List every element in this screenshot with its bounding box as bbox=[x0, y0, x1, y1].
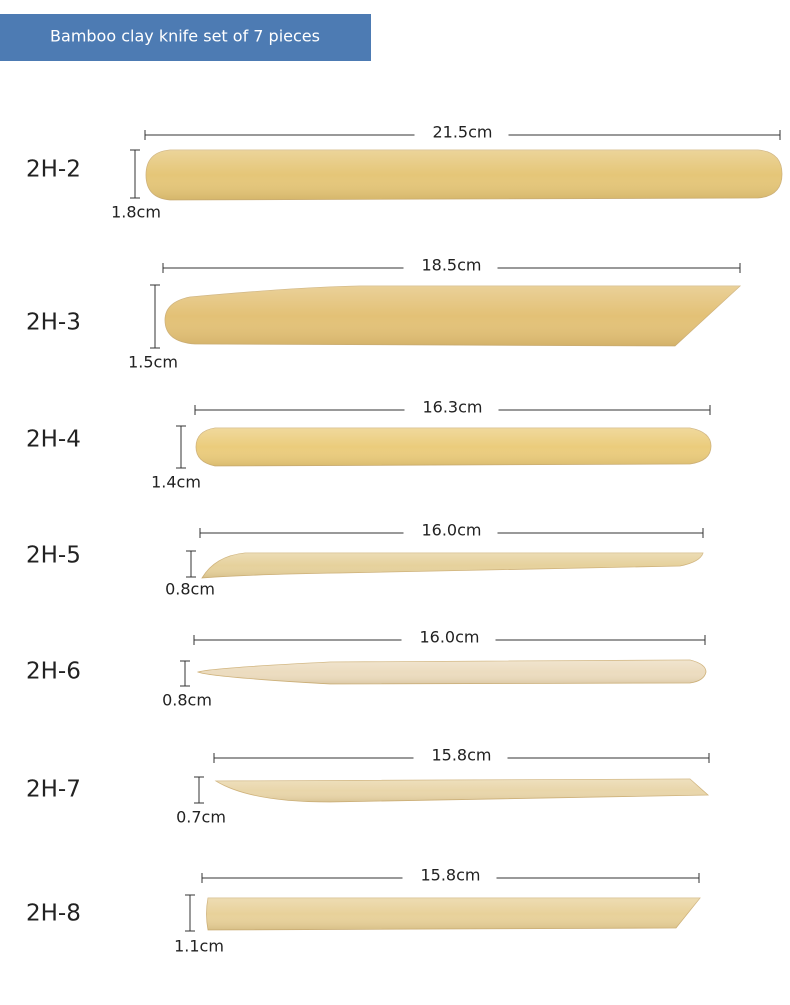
knife-shade bbox=[196, 428, 711, 466]
knife-shade bbox=[146, 150, 782, 200]
length-label: 16.0cm bbox=[421, 521, 481, 540]
item-code: 2H-8 bbox=[26, 901, 81, 927]
knife-shade bbox=[202, 553, 703, 578]
items: 2H-2 21.5cm 1.8cm 2H-3 18.5cm 1.5cm 2H-4 16.3cm… bbox=[26, 123, 783, 956]
knife-shade bbox=[198, 660, 706, 684]
length-label: 16.3cm bbox=[422, 398, 482, 417]
item-code: 2H-5 bbox=[26, 543, 81, 569]
width-label: 1.1cm bbox=[174, 937, 224, 956]
knife-shade bbox=[206, 898, 700, 930]
width-label: 0.8cm bbox=[165, 580, 215, 599]
item-code: 2H-2 bbox=[26, 157, 81, 183]
length-label: 15.8cm bbox=[431, 746, 491, 765]
knife-shade bbox=[216, 779, 708, 802]
header-bar bbox=[0, 14, 371, 61]
length-label: 21.5cm bbox=[432, 123, 492, 142]
length-label: 18.5cm bbox=[421, 256, 481, 275]
width-label: 0.7cm bbox=[176, 808, 226, 827]
width-label: 1.5cm bbox=[128, 353, 178, 372]
item-code: 2H-3 bbox=[26, 310, 81, 336]
width-label: 1.8cm bbox=[111, 203, 161, 222]
knife-shade bbox=[165, 286, 740, 346]
item-code: 2H-4 bbox=[26, 427, 81, 453]
item-code: 2H-6 bbox=[26, 659, 81, 685]
length-label: 15.8cm bbox=[420, 866, 480, 885]
item-code: 2H-7 bbox=[26, 777, 81, 803]
header-title: Bamboo clay knife set of 7 pieces bbox=[50, 27, 320, 46]
width-label: 1.4cm bbox=[151, 473, 201, 492]
width-label: 0.8cm bbox=[162, 691, 212, 710]
length-label: 16.0cm bbox=[419, 628, 479, 647]
